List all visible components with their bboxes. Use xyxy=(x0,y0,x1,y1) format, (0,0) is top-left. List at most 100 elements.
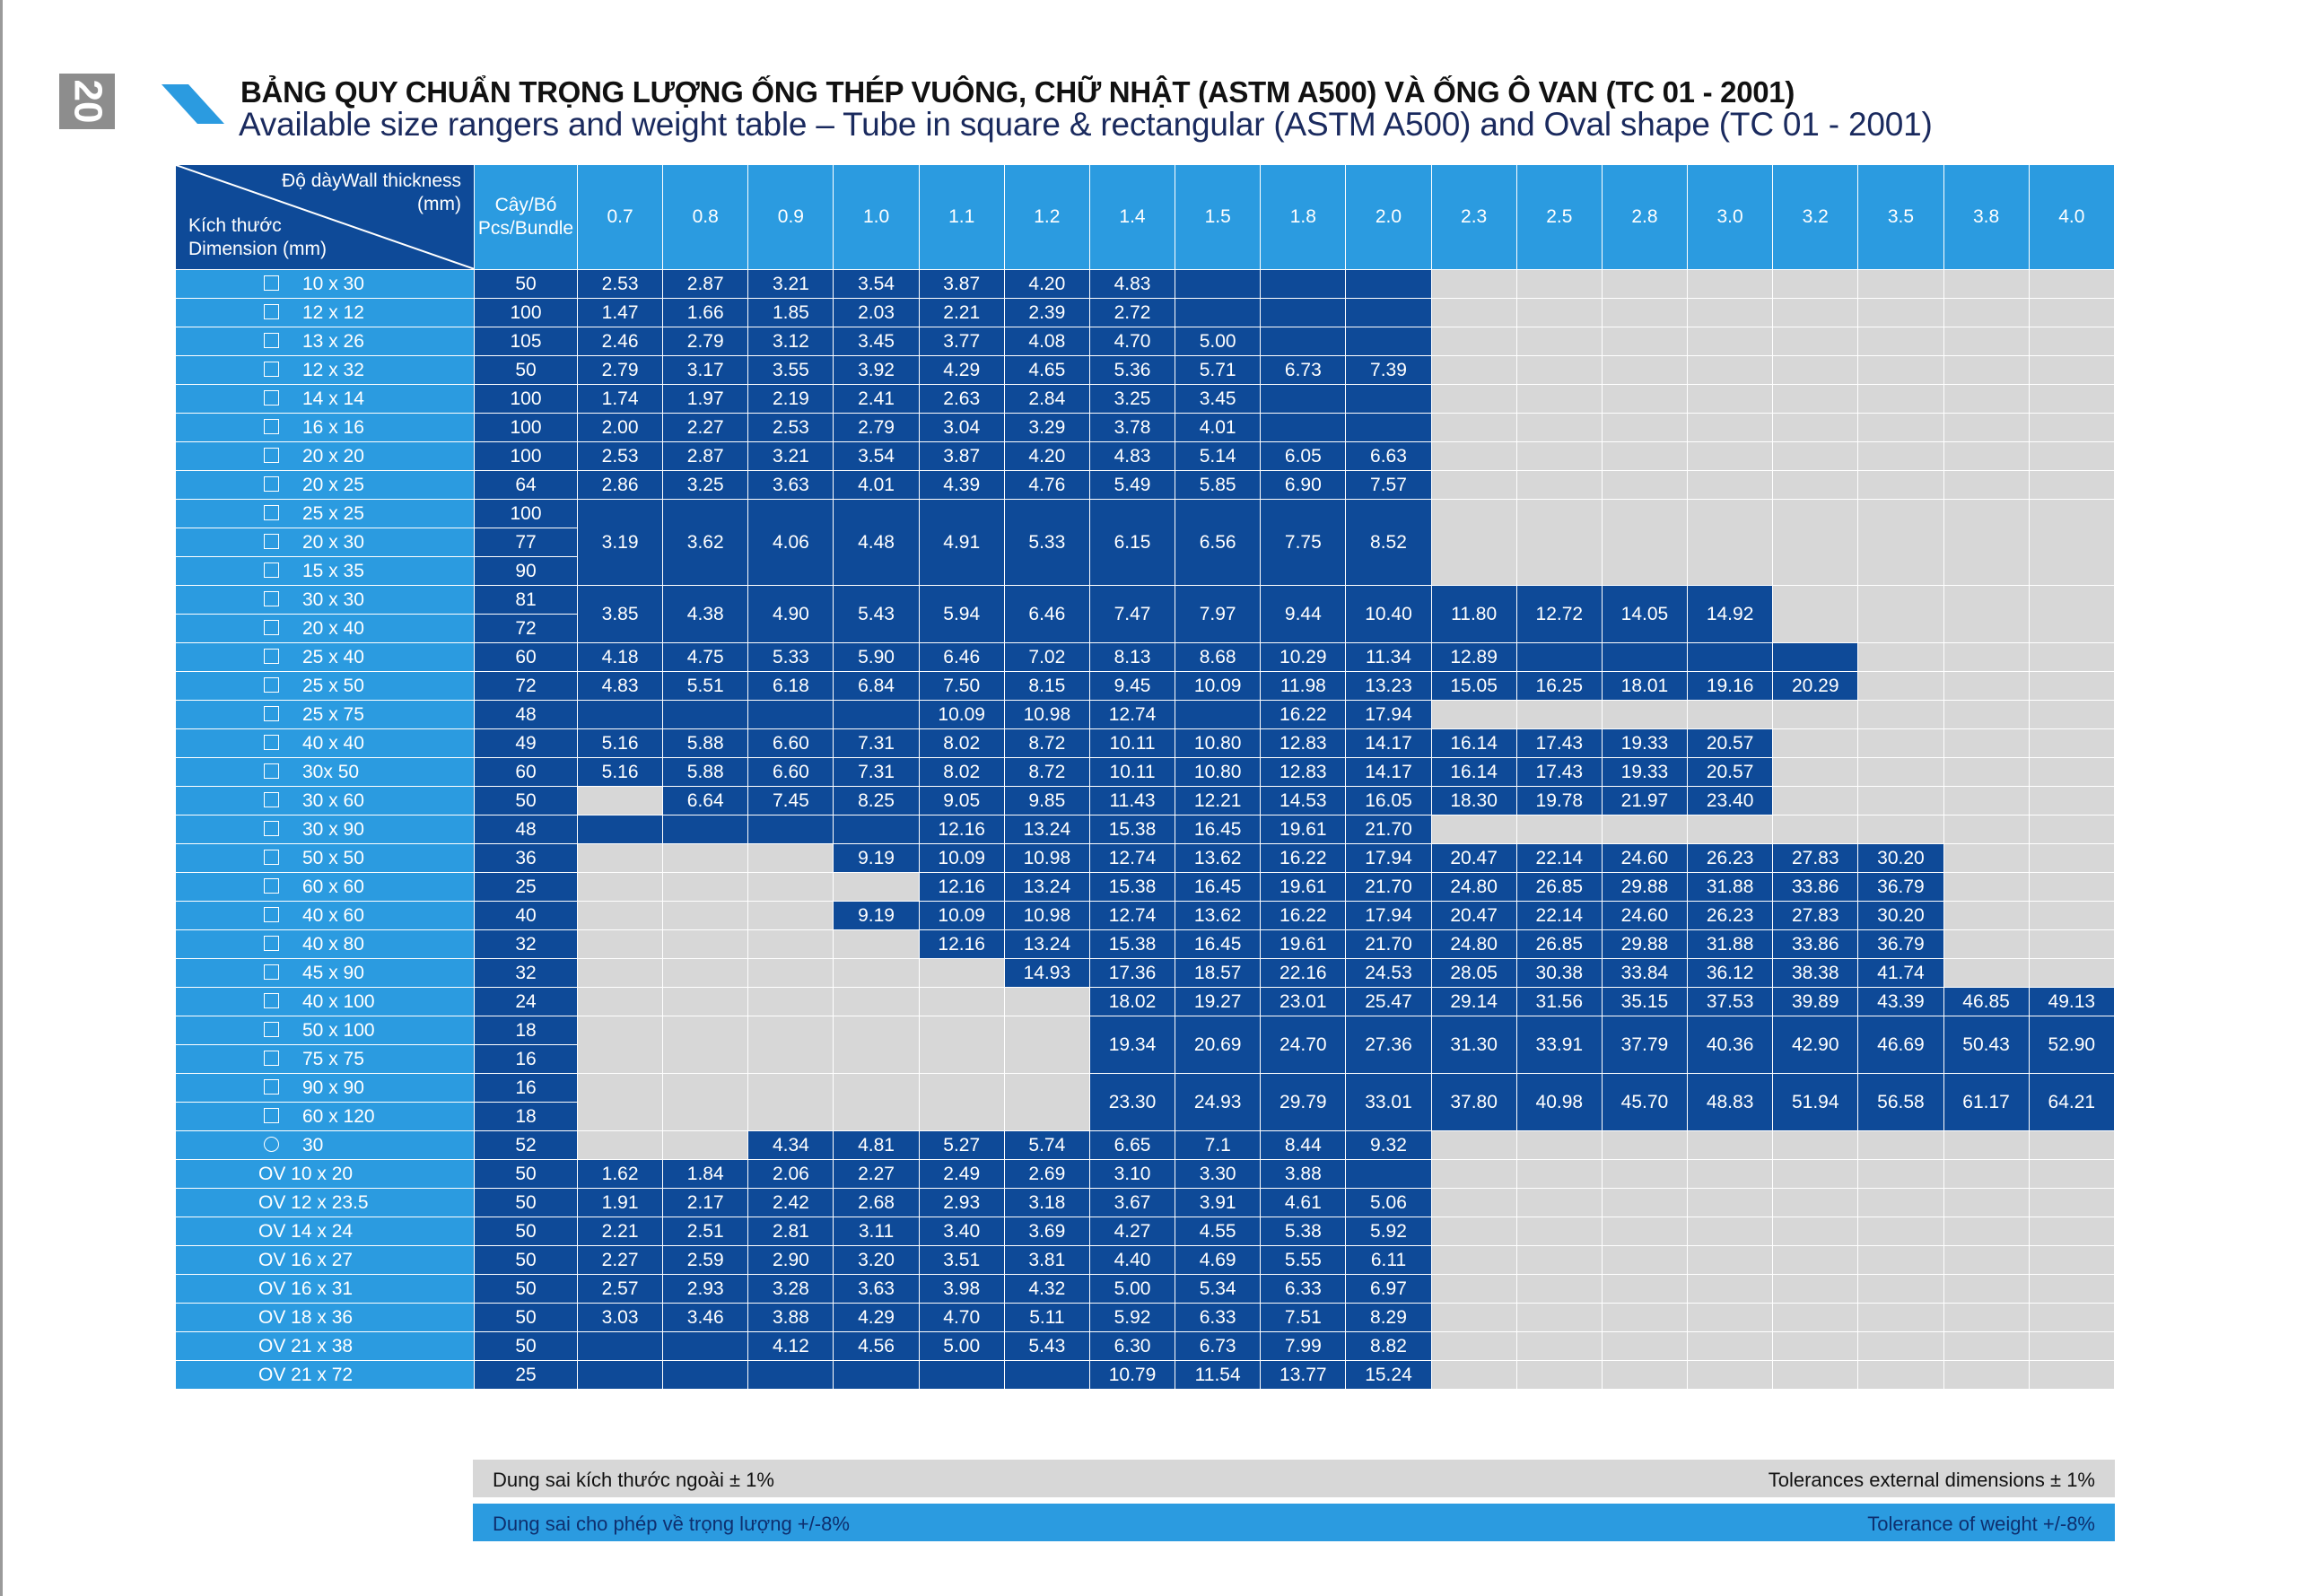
weight-cell: 16.45 xyxy=(1175,929,1262,959)
weight-cell: 10.11 xyxy=(1088,757,1176,787)
weight-cell: 4.91 xyxy=(918,499,1005,586)
weight-cell xyxy=(833,700,920,729)
weight-cell: 4.34 xyxy=(747,1130,834,1160)
weight-cell xyxy=(1687,1360,1774,1390)
pcs-cell: 40 xyxy=(474,901,578,930)
weight-cell: 7.39 xyxy=(1345,355,1432,385)
weight-cell xyxy=(1601,499,1689,586)
weight-cell xyxy=(1943,1188,2030,1217)
page-number-text: 20 xyxy=(65,79,109,124)
weight-cell xyxy=(1175,269,1262,299)
table-row: 20 x 25 64 2.86 3.25 3.63 4.01 4.39 4.76 5.49 5.8… xyxy=(175,470,2116,500)
weight-cell: 6.60 xyxy=(747,728,834,758)
weight-cell: 56.58 xyxy=(1857,1073,1944,1131)
weight-cell xyxy=(1857,815,1944,844)
weight-cell: 17.94 xyxy=(1345,843,1432,873)
dimension-cell: 30x 50 xyxy=(175,757,475,787)
page-subtitle: Available size rangers and weight table … xyxy=(239,106,1933,143)
weight-cell xyxy=(1943,642,2030,672)
square-icon xyxy=(264,590,279,606)
square-icon xyxy=(264,676,279,693)
weight-cell xyxy=(1772,1217,1859,1246)
weight-cell: 3.54 xyxy=(833,269,920,299)
dimension-cell: 40 x 60 xyxy=(175,901,475,930)
weight-cell: 4.38 xyxy=(662,585,749,643)
weight-cell: 33.01 xyxy=(1345,1073,1432,1131)
weight-cell: 8.25 xyxy=(833,786,920,815)
weight-cell: 2.39 xyxy=(1003,298,1090,327)
weight-cell xyxy=(1943,958,2030,988)
weight-cell xyxy=(747,700,834,729)
thickness-header-3.2: 3.2 xyxy=(1772,164,1859,270)
weight-cell xyxy=(1601,355,1689,385)
weight-cell: 6.90 xyxy=(1260,470,1347,500)
weight-cell xyxy=(2028,1245,2116,1275)
weight-cell: 3.88 xyxy=(1260,1159,1347,1189)
table-row: 60 x 60 25 12.16 13.24 15.38 16.45 19.61 21.70 2… xyxy=(175,872,2116,902)
pcs-cell: 72 xyxy=(474,614,578,643)
weight-cell: 2.81 xyxy=(747,1217,834,1246)
weight-cell xyxy=(1857,298,1944,327)
weight-cell xyxy=(1601,470,1689,500)
weight-cell: 21.70 xyxy=(1345,815,1432,844)
weight-cell xyxy=(1430,1188,1517,1217)
weight-cell: 6.84 xyxy=(833,671,920,701)
dimension-cell: 30 x 90 xyxy=(175,815,475,844)
weight-cell xyxy=(2028,413,2116,442)
weight-cell xyxy=(1857,1274,1944,1304)
weight-cell xyxy=(1943,470,2030,500)
weight-cell xyxy=(576,872,664,902)
weight-cell xyxy=(1515,1245,1603,1275)
weight-cell xyxy=(1003,1360,1090,1390)
weight-cell: 4.75 xyxy=(662,642,749,672)
weight-cell xyxy=(1430,355,1517,385)
dimension-label: OV 16 x 31 xyxy=(258,1278,354,1299)
weight-cell: 2.27 xyxy=(833,1159,920,1189)
dimension-label: 40 x 40 xyxy=(302,732,364,754)
weight-cell xyxy=(1601,413,1689,442)
dimension-cell: 90 x 90 xyxy=(175,1073,475,1103)
weight-cell: 11.54 xyxy=(1175,1360,1262,1390)
weight-cell: 21.70 xyxy=(1345,929,1432,959)
weight-cell xyxy=(2028,499,2116,586)
weight-cell xyxy=(1857,671,1944,701)
weight-cell: 23.01 xyxy=(1260,987,1347,1016)
weight-cell xyxy=(2028,470,2116,500)
weight-cell: 5.16 xyxy=(576,728,664,758)
dimension-cell: 10 x 30 xyxy=(175,269,475,299)
pcs-cell: 50 xyxy=(474,1245,578,1275)
weight-cell xyxy=(1772,327,1859,356)
weight-cell: 24.60 xyxy=(1601,901,1689,930)
square-icon xyxy=(264,935,279,951)
weight-cell: 7.1 xyxy=(1175,1130,1262,1160)
weight-cell: 1.47 xyxy=(576,298,664,327)
weight-cell: 3.25 xyxy=(1088,384,1176,414)
weight-cell: 14.53 xyxy=(1260,786,1347,815)
weight-cell xyxy=(1943,298,2030,327)
weight-cell xyxy=(833,815,920,844)
weight-cell: 23.30 xyxy=(1088,1073,1176,1131)
weight-cell xyxy=(662,1016,749,1074)
weight-cell: 14.17 xyxy=(1345,728,1432,758)
weight-cell xyxy=(1943,1274,2030,1304)
weight-cell xyxy=(1260,269,1347,299)
weight-cell: 9.19 xyxy=(833,843,920,873)
weight-cell: 19.34 xyxy=(1088,1016,1176,1074)
table-row: 16 x 16 100 2.00 2.27 2.53 2.79 3.04 3.29 3.78 4.… xyxy=(175,413,2116,442)
weight-cell: 3.17 xyxy=(662,355,749,385)
weight-cell xyxy=(1430,815,1517,844)
dimension-cell: OV 16 x 27 xyxy=(175,1245,475,1275)
dimension-label: 50 x 50 xyxy=(302,847,364,868)
weight-cell xyxy=(1515,1274,1603,1304)
weight-cell: 16.45 xyxy=(1175,815,1262,844)
weight-cell xyxy=(1943,786,2030,815)
weight-cell xyxy=(1772,642,1859,672)
weight-cell xyxy=(1515,327,1603,356)
weight-cell xyxy=(1857,413,1944,442)
weight-cell: 13.62 xyxy=(1175,843,1262,873)
dimension-cell: 13 x 26 xyxy=(175,327,475,356)
pcs-cell: 60 xyxy=(474,757,578,787)
weight-cell xyxy=(1857,1159,1944,1189)
weight-cell xyxy=(1857,1360,1944,1390)
weight-cell xyxy=(1601,700,1689,729)
